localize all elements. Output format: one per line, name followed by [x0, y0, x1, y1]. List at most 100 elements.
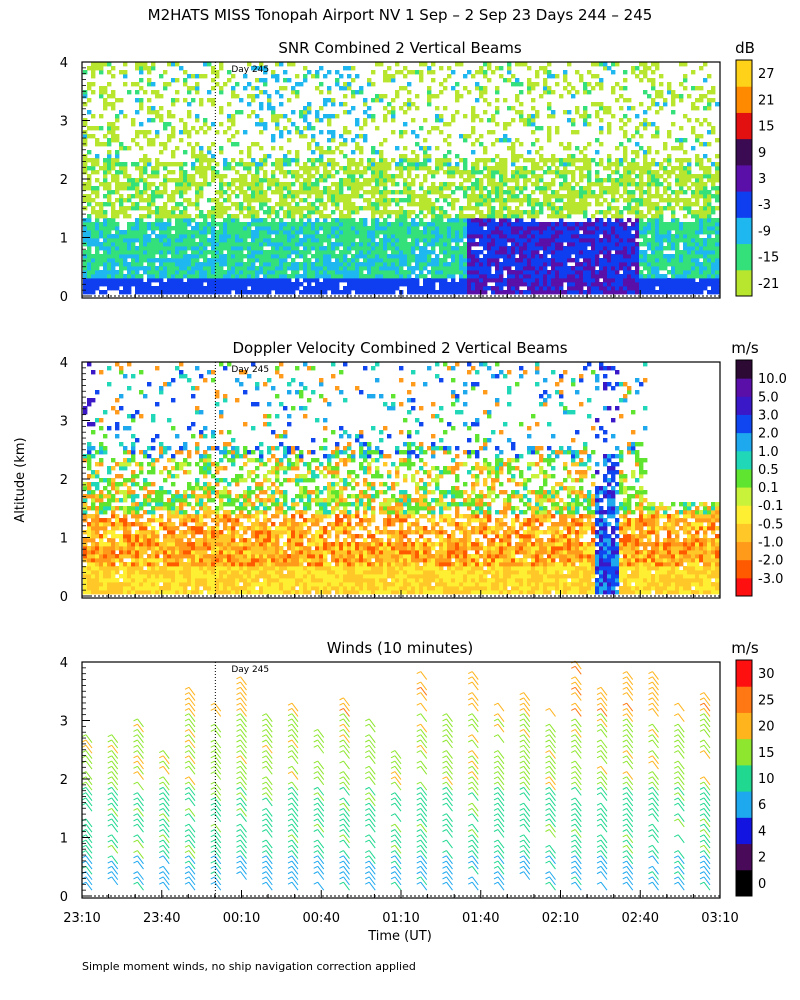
wind-barb-flag	[493, 755, 499, 759]
velocity-colorbar: -3.0-2.0-1.0-0.5-0.10.10.51.02.03.05.010…	[735, 359, 787, 597]
wind-barb-flag	[184, 807, 190, 811]
wind-barb-flag	[596, 755, 602, 759]
wind-barb-flag	[519, 750, 524, 753]
wind-barb-flag	[571, 686, 576, 690]
colorbar-label: -3.0	[758, 572, 783, 587]
wind-barb-flag	[287, 786, 293, 790]
wind-barb-flag	[519, 855, 524, 859]
wind-barb	[574, 797, 582, 807]
wind-barb	[703, 739, 711, 749]
wind-barb-flag	[442, 792, 447, 796]
wind-barb-flag	[339, 707, 344, 711]
wind-barb-flag	[184, 834, 190, 838]
wind-barb-flag	[159, 871, 164, 875]
wind-barb	[291, 850, 299, 859]
wind-barb	[471, 860, 479, 870]
wind-barb	[600, 697, 608, 707]
colorbar-label: 20	[758, 720, 775, 735]
wind-barb	[343, 697, 350, 707]
wind-barb	[497, 866, 505, 875]
wind-barb	[291, 839, 299, 849]
wind-barb-flag	[596, 776, 602, 780]
wind-barb	[368, 850, 376, 859]
wind-barb-flag	[262, 876, 267, 880]
wind-barb	[137, 729, 144, 738]
wind-barb	[549, 739, 556, 749]
wind-barb	[523, 834, 531, 844]
wind-barb	[240, 844, 247, 854]
wind-barb	[574, 692, 582, 701]
wind-barb	[652, 771, 659, 780]
wind-barb-flag	[571, 692, 576, 696]
wind-barb	[677, 734, 685, 744]
wind-barb-flag	[648, 802, 653, 806]
wind-barb	[471, 755, 479, 765]
wind-barb-flag	[184, 713, 190, 717]
wind-barb-flag	[571, 707, 576, 711]
colorbar-swatch	[736, 164, 752, 192]
wind-barb-flag	[81, 834, 87, 838]
wind-barb-flag	[699, 750, 705, 753]
wind-barb-flag	[133, 760, 138, 764]
wind-barb-flag	[648, 671, 653, 674]
wind-barb-flag	[236, 760, 241, 764]
wind-barb-flag	[365, 818, 370, 822]
wind-barb	[394, 871, 402, 880]
wind-barb-flag	[416, 723, 421, 727]
wind-barb	[652, 729, 659, 738]
wind-barb-flag	[571, 734, 576, 738]
wind-barb-flag	[622, 760, 627, 764]
wind-barb-flag	[184, 865, 190, 869]
colorbar-label: 0	[758, 877, 766, 892]
wind-barb-flag	[648, 813, 653, 817]
wind-barb-flag	[81, 797, 87, 801]
wind-barb-flag	[596, 844, 602, 848]
x-tick-label: 03:10	[701, 911, 738, 926]
wind-barb-flag	[133, 818, 138, 822]
wind-barb-flag	[519, 729, 524, 732]
wind-barb	[703, 718, 711, 728]
wind-barb-flag	[442, 739, 447, 743]
wind-barb-flag	[442, 813, 447, 817]
wind-barb-flag	[571, 739, 576, 743]
wind-barb	[677, 797, 685, 807]
wind-barb-flag	[571, 881, 576, 885]
wind-barb	[677, 850, 685, 859]
wind-barb-flag	[622, 750, 627, 753]
wind-barb	[574, 802, 582, 812]
wind-barb	[497, 876, 505, 886]
wind-barb	[549, 755, 556, 765]
wind-barb-flag	[210, 865, 215, 869]
wind-barb	[162, 787, 170, 796]
wind-barb	[240, 808, 247, 817]
wind-barb	[600, 866, 608, 875]
wind-barb-flag	[159, 829, 164, 832]
colorbar-swatch	[736, 843, 752, 871]
wind-barb	[188, 734, 196, 744]
wind-barb	[317, 844, 325, 854]
wind-barb-flag	[622, 707, 627, 711]
wind-barb-flag	[596, 744, 602, 748]
wind-barb-flag	[493, 865, 499, 869]
wind-barb	[111, 734, 119, 744]
wind-barb	[188, 787, 196, 796]
y-tick-label: 4	[60, 656, 68, 671]
wind-barb	[291, 876, 299, 886]
wind-barb	[368, 797, 376, 807]
wind-barb	[549, 876, 556, 886]
wind-barb	[343, 781, 350, 791]
wind-barb-flag	[519, 807, 524, 811]
wind-barb-flag	[699, 818, 705, 822]
wind-barb	[291, 834, 299, 844]
wind-barb-flag	[519, 792, 524, 796]
wind-barb-flag	[699, 697, 705, 701]
wind-barb	[188, 718, 196, 728]
wind-barb-flag	[81, 734, 87, 738]
wind-barb	[497, 771, 505, 780]
wind-barb-flag	[236, 850, 241, 854]
wind-barb-flag	[622, 771, 627, 775]
wind-barb	[291, 771, 299, 780]
wind-barb-flag	[313, 807, 318, 811]
wind-barb	[291, 813, 299, 823]
